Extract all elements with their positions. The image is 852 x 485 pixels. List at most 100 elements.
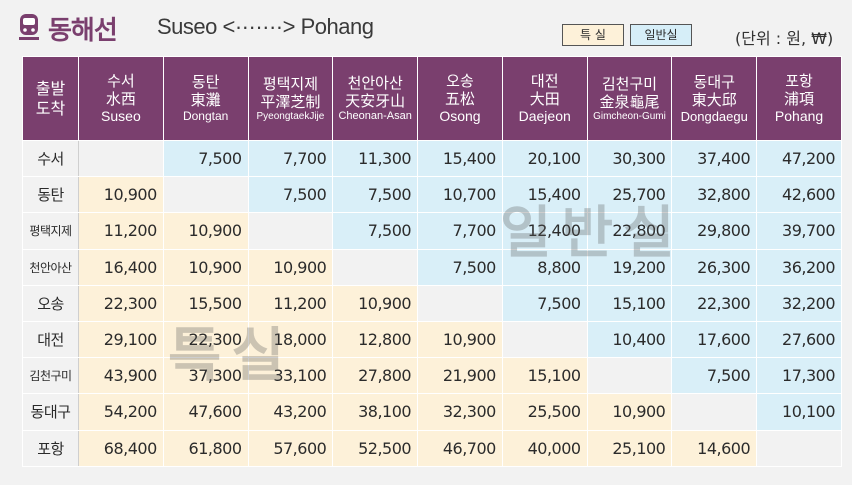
normal-fare-cell: 17,600 bbox=[671, 320, 758, 359]
normal-fare-cell: 7,500 bbox=[671, 357, 758, 395]
column-name-kr: 대전 bbox=[530, 72, 559, 91]
column-name-en: Pohang bbox=[774, 108, 824, 125]
table-row: 오송 22,300 15,500 11,200 10,900 7,500 15,100 22,… bbox=[22, 284, 842, 322]
empty-cell bbox=[417, 284, 503, 322]
column-name-hanja: 平澤芝制 bbox=[260, 92, 321, 111]
page-title: 동해선 bbox=[48, 16, 118, 46]
special-fare-cell: 54,200 bbox=[78, 393, 164, 431]
column-name-kr: 수서 bbox=[107, 72, 135, 91]
special-fare-cell: 11,200 bbox=[247, 284, 334, 322]
empty-cell bbox=[247, 212, 334, 250]
special-fare-cell: 21,900 bbox=[417, 357, 503, 395]
legend-normal-class: 일반실 bbox=[630, 24, 692, 46]
special-fare-cell: 25,500 bbox=[501, 393, 588, 431]
normal-fare-cell: 7,500 bbox=[247, 176, 334, 214]
empty-cell bbox=[586, 357, 673, 395]
special-fare-cell: 22,300 bbox=[78, 284, 164, 322]
table-row: 천안아산 16,400 10,900 10,900 7,500 8,800 19,200 26… bbox=[22, 248, 842, 286]
empty-cell bbox=[756, 429, 842, 467]
normal-fare-cell: 7,700 bbox=[247, 139, 334, 178]
normal-fare-cell: 7,500 bbox=[162, 139, 249, 178]
corner-departure: 출발 bbox=[35, 79, 66, 99]
column-name-hanja: 天安牙山 bbox=[345, 91, 406, 110]
special-fare-cell: 57,600 bbox=[247, 429, 334, 467]
normal-fare-cell: 8,800 bbox=[501, 248, 588, 286]
normal-fare-cell: 27,600 bbox=[756, 320, 842, 359]
table-row: 수서 7,500 7,700 11,300 15,400 20,100 30,300 37,4… bbox=[22, 139, 842, 178]
column-name-hanja: 浦項 bbox=[784, 90, 815, 109]
train-icon bbox=[19, 14, 39, 40]
column-name-en: Daejeon bbox=[518, 108, 571, 125]
column-name-hanja: 東大邱 bbox=[691, 90, 737, 109]
row-station-label: 천안아산 bbox=[22, 248, 79, 286]
column-name-en: Osong bbox=[439, 108, 481, 125]
special-fare-cell: 52,500 bbox=[332, 429, 419, 467]
table-row: 동대구 54,200 47,600 43,200 38,100 32,300 25,500 1… bbox=[22, 393, 842, 431]
row-station-label: 동대구 bbox=[22, 393, 79, 431]
column-name-hanja: 金泉龜尾 bbox=[599, 92, 660, 111]
column-header: 평택지제 平澤芝制 PyeongtaekJije bbox=[247, 56, 334, 141]
empty-cell bbox=[162, 176, 249, 214]
column-name-kr: 동대구 bbox=[693, 72, 735, 91]
normal-fare-cell: 12,400 bbox=[501, 212, 588, 250]
special-fare-cell: 10,900 bbox=[586, 393, 673, 431]
special-fare-cell: 18,000 bbox=[247, 320, 334, 359]
special-fare-cell: 10,900 bbox=[247, 248, 334, 286]
special-fare-cell: 12,800 bbox=[332, 320, 419, 359]
special-fare-cell: 10,900 bbox=[332, 284, 419, 322]
column-header: 천안아산 天安牙山 Cheonan-Asan bbox=[332, 56, 419, 141]
normal-fare-cell: 32,200 bbox=[756, 284, 842, 322]
column-name-hanja: 五松 bbox=[444, 90, 475, 109]
column-name-en: Suseo bbox=[101, 108, 141, 125]
special-fare-cell: 10,900 bbox=[162, 248, 249, 286]
column-header: 오송 五松 Osong bbox=[417, 56, 503, 141]
column-name-kr: 김천구미 bbox=[601, 74, 658, 93]
normal-fare-cell: 7,500 bbox=[501, 284, 588, 322]
special-fare-cell: 38,100 bbox=[332, 393, 419, 431]
normal-fare-cell: 15,400 bbox=[417, 139, 503, 178]
column-name-hanja: 大田 bbox=[529, 90, 560, 109]
row-station-label: 동탄 bbox=[22, 176, 79, 214]
special-fare-cell: 16,400 bbox=[78, 248, 164, 286]
special-fare-cell: 25,100 bbox=[586, 429, 673, 467]
column-name-en: Cheonan-Asan bbox=[338, 109, 412, 122]
column-name-en: Dongdaegu bbox=[680, 108, 748, 124]
special-fare-cell: 27,800 bbox=[332, 357, 419, 395]
special-fare-cell: 15,500 bbox=[162, 284, 249, 322]
legend-special-class: 특 실 bbox=[562, 24, 624, 46]
normal-fare-cell: 15,400 bbox=[501, 176, 588, 214]
normal-fare-cell: 29,800 bbox=[671, 212, 758, 250]
row-station-label: 평택지제 bbox=[22, 212, 79, 250]
row-station-label: 오송 bbox=[22, 284, 79, 322]
table-row: 대전 29,100 22,300 18,000 12,800 10,900 10,400 17… bbox=[22, 320, 842, 359]
column-header: 동탄 東灘 Dongtan bbox=[162, 56, 249, 141]
normal-fare-cell: 22,300 bbox=[671, 284, 758, 322]
table-row: 포항 68,400 61,800 57,600 52,500 46,700 40,000 25… bbox=[22, 429, 842, 467]
column-header: 김천구미 金泉龜尾 Gimcheon-Gumi bbox=[586, 56, 673, 141]
special-fare-cell: 61,800 bbox=[162, 429, 249, 467]
normal-fare-cell: 10,400 bbox=[586, 320, 673, 359]
special-fare-cell: 68,400 bbox=[78, 429, 164, 467]
special-fare-cell: 29,100 bbox=[78, 320, 164, 359]
empty-cell bbox=[671, 393, 758, 431]
table-header-row: 출발 도착 수서 水西 Suseo 동탄 東灘 Dongtan 평택지제 平澤芝制 Pyeo… bbox=[22, 56, 842, 141]
special-fare-cell: 10,900 bbox=[417, 320, 503, 359]
special-fare-cell: 43,900 bbox=[78, 357, 164, 395]
normal-fare-cell: 15,100 bbox=[586, 284, 673, 322]
column-name-hanja: 東灘 bbox=[190, 91, 221, 110]
column-name-en: Gimcheon-Gumi bbox=[593, 110, 666, 122]
column-header: 수서 水西 Suseo bbox=[78, 56, 164, 141]
empty-cell bbox=[332, 248, 419, 286]
column-header: 대전 大田 Daejeon bbox=[501, 56, 588, 141]
row-station-label: 포항 bbox=[22, 429, 79, 467]
normal-fare-cell: 20,100 bbox=[501, 139, 588, 178]
corner-header: 출발 도착 bbox=[22, 56, 79, 141]
special-fare-cell: 10,900 bbox=[162, 212, 249, 250]
special-fare-cell: 32,300 bbox=[417, 393, 503, 431]
column-name-hanja: 水西 bbox=[105, 90, 136, 109]
normal-fare-cell: 39,700 bbox=[756, 212, 842, 250]
special-fare-cell: 10,900 bbox=[78, 176, 164, 214]
special-fare-cell: 15,100 bbox=[501, 357, 588, 395]
special-fare-cell: 33,100 bbox=[247, 357, 334, 395]
normal-fare-cell: 36,200 bbox=[756, 248, 842, 286]
